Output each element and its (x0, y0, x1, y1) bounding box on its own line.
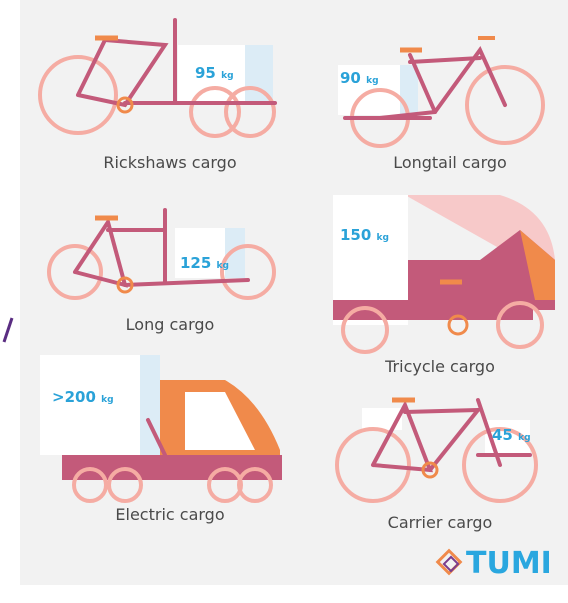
capacity-part: kg (366, 76, 378, 86)
capacity-part: kg (221, 71, 233, 81)
capacity-part: 95 (195, 64, 216, 82)
capacity-part: kg (101, 395, 113, 405)
capacity-part: 45 (492, 426, 513, 444)
infographic: 95 kg Rickshaws cargo 90 kg Longtail car… (0, 0, 568, 603)
capacity-part: 150 (340, 226, 371, 244)
item-label: Electric cargo (115, 505, 224, 524)
electric-illustration-part (62, 455, 282, 480)
logo-text: TUMI (466, 546, 552, 581)
capacity-part: kg (217, 261, 229, 271)
item-label: Long cargo (126, 315, 215, 334)
capacity-part: 90 (340, 69, 361, 87)
edge-mark (4, 318, 12, 342)
capacity-part: kg (377, 233, 389, 243)
longtail-illustration-part (400, 65, 418, 115)
capacity-part: >200 (52, 388, 96, 406)
item-label: Carrier cargo (388, 513, 493, 532)
capacity-part: 125 (180, 254, 211, 272)
carrier-illustration-part (405, 410, 478, 412)
capacity-part: kg (518, 433, 530, 443)
item-label: Tricycle cargo (384, 357, 495, 376)
item-label: Rickshaws cargo (103, 153, 236, 172)
item-label: Longtail cargo (393, 153, 507, 172)
